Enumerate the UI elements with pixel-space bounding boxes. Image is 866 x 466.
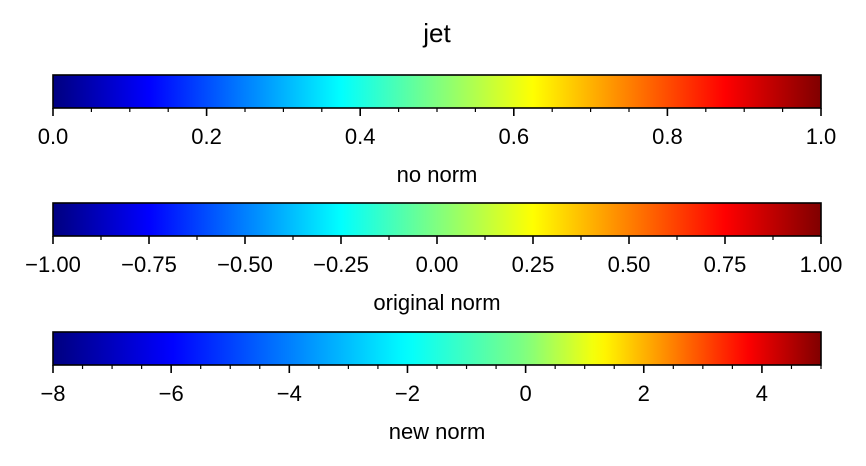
tick-label: 0.6	[499, 124, 530, 149]
tick-label: 4	[756, 381, 768, 406]
colorbar-3: −8 −6 −4 −2 0 2 4 new norm	[40, 331, 822, 444]
colorbar-gradient	[52, 74, 822, 109]
colorbar-gradient	[52, 202, 822, 237]
tick-label: 0.8	[652, 124, 683, 149]
tick-label: 0.4	[345, 124, 376, 149]
tick-label: 0.50	[608, 252, 651, 277]
colorbar-1: 0.0 0.2 0.4 0.6 0.8 1.0 no norm	[38, 74, 837, 187]
colorbar-2: −1.00 −0.75 −0.50 −0.25 0.00 0.25 0.50 0.75 1.00…	[25, 202, 843, 315]
tick-label: 0.25	[512, 252, 555, 277]
tick-label: −2	[395, 381, 420, 406]
tick-label: 0.75	[704, 252, 747, 277]
tick-label: 1.0	[806, 124, 837, 149]
tick-label: 1.00	[800, 252, 843, 277]
tick-label: −0.75	[121, 252, 177, 277]
tick-label: −4	[277, 381, 302, 406]
axis-label: no norm	[397, 162, 478, 187]
colorbar-gradient	[52, 331, 822, 366]
tick-label: −6	[159, 381, 184, 406]
tick-label: 0	[519, 381, 531, 406]
tick-label: −8	[40, 381, 65, 406]
tick-label: 0.00	[416, 252, 459, 277]
tick-label: −0.50	[217, 252, 273, 277]
tick-label: 0.2	[191, 124, 222, 149]
tick-label: −0.25	[313, 252, 369, 277]
chart-title: jet	[422, 18, 451, 48]
axis-label: new norm	[389, 419, 486, 444]
tick-label: −1.00	[25, 252, 81, 277]
tick-label: 2	[638, 381, 650, 406]
colorbars: 0.0 0.2 0.4 0.6 0.8 1.0 no norm −1.00 −0.75 −0.50…	[25, 74, 843, 444]
axis-label: original norm	[373, 290, 500, 315]
tick-label: 0.0	[38, 124, 69, 149]
